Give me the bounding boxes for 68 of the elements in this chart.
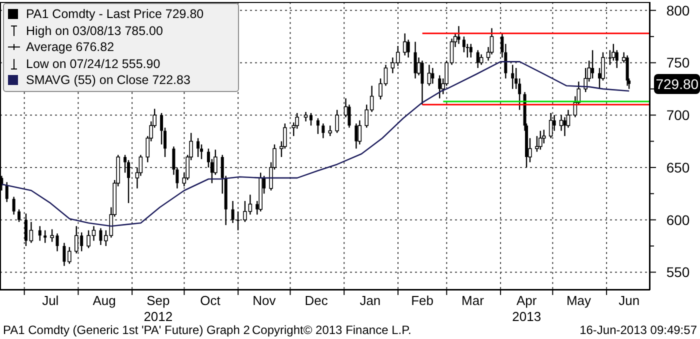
x-tick-label: Aug: [92, 293, 116, 308]
text: PA1 Comdty (Generic 1st 'PA' Future) Graph 2: [3, 323, 250, 337]
x-tick-label: May: [566, 293, 592, 308]
x-tick-label: Jan: [360, 293, 381, 308]
candlestick: [358, 120, 362, 146]
candlestick: [402, 32, 407, 56]
y-tick-label: 750: [666, 54, 690, 71]
x-tick-label: Feb: [411, 293, 434, 308]
candlestick: [420, 60, 424, 106]
candlestick: [316, 118, 320, 135]
y-tick-label: 600: [666, 212, 690, 228]
x-tick-label: Mar: [462, 293, 485, 308]
candlestick: [56, 232, 59, 252]
candlestick: [476, 50, 480, 69]
x-tick-label: Oct: [200, 293, 221, 308]
candlestick: [563, 116, 566, 137]
candlestick: [44, 230, 47, 244]
candlestick: [310, 112, 313, 126]
x-tick-label: Sep 2012: [144, 293, 173, 324]
candlestick: [511, 64, 514, 90]
text: 16-Jun-2013 09:49:57: [578, 323, 697, 337]
candlestick: [5, 182, 8, 203]
x-tick-label: Nov: [252, 293, 276, 308]
x-tick-label: Dec: [304, 293, 328, 308]
candlestick: [335, 109, 339, 134]
candlestick: [12, 196, 16, 216]
candlestick: [438, 74, 442, 99]
candlestick: [304, 111, 308, 122]
y-tick-label: 700: [666, 107, 690, 124]
candlestick: [354, 122, 358, 150]
candlestick: [18, 208, 21, 223]
candlestick: [231, 200, 234, 224]
candlestick: [591, 50, 594, 80]
text: Copyright© 2013 Finance L.P.: [252, 323, 412, 337]
candlestick: [427, 64, 432, 86]
y-tick-label: 550: [666, 264, 690, 280]
candlestick: [535, 135, 539, 152]
candlestick: [322, 122, 325, 139]
y-tick-label: 800: [666, 2, 690, 18]
x-tick-label: Jul: [42, 293, 59, 308]
candlestick: [50, 228, 54, 242]
candlestick: [406, 39, 410, 58]
candlestick: [457, 25, 460, 44]
candlestick: [328, 124, 332, 137]
annotation: High on 03/08/13 785.00: [26, 22, 163, 39]
annotation: Average 676.82: [26, 39, 114, 56]
candlestick: [538, 130, 542, 150]
candlestick: [236, 210, 240, 231]
candlestick: [68, 246, 72, 264]
candlestick: [414, 41, 417, 80]
candlestick: [99, 228, 102, 246]
candlestick: [479, 54, 484, 66]
annotation: Low on 07/24/12 555.90: [26, 56, 160, 72]
candlestick: [38, 226, 42, 242]
candlestick: [626, 54, 629, 86]
candlestick: [431, 67, 434, 84]
legend-label: PA1 Comdty - Last Price 729.80: [26, 6, 204, 22]
candlestick: [469, 43, 472, 58]
candlestick: [548, 112, 553, 139]
legend-label: SMAVG (55) on Close 722.83: [26, 72, 190, 88]
candlestick: [196, 138, 200, 158]
candlestick: [62, 242, 66, 267]
candlestick: [29, 221, 34, 244]
x-tick-label: Jun: [618, 293, 640, 308]
y-tick-label: 650: [666, 159, 690, 176]
x-tick-label: Apr 2013: [512, 293, 542, 324]
candlestick: [24, 212, 28, 247]
annotation: 729.80: [654, 74, 700, 94]
